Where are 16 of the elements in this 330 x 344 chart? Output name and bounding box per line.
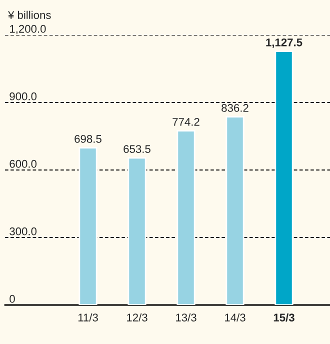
x-tick-label: 15/3 <box>274 313 294 322</box>
x-tick-label: 14/3 <box>225 313 246 322</box>
x-tick-label: 12/3 <box>127 313 148 322</box>
data-label: 836.2 <box>222 104 248 112</box>
y-tick-label: 1,200.0 <box>10 24 46 34</box>
x-tick-label: 13/3 <box>176 313 196 322</box>
y-axis-title: ¥ billions <box>8 10 51 19</box>
y-tick-label: 600.0 <box>10 160 37 168</box>
y-tick-label: 300.0 <box>10 227 37 236</box>
y-tick-label: 0 <box>10 294 15 303</box>
data-label: 1,127.5 <box>266 38 302 48</box>
data-label: 653.5 <box>124 145 150 153</box>
data-label: 774.2 <box>172 118 200 126</box>
x-tick-label: 11/3 <box>78 313 98 322</box>
data-label: 698.5 <box>74 134 102 143</box>
y-tick-label: 900.0 <box>10 92 37 100</box>
